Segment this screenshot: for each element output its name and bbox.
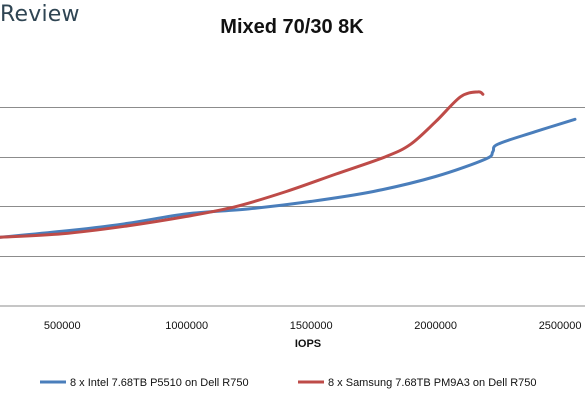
x-axis-label: IOPS	[295, 338, 321, 350]
series-lines	[0, 90, 577, 239]
series-line-intel	[0, 117, 577, 239]
series-line-samsung	[0, 90, 485, 239]
chart-title: Mixed 70/30 8K	[220, 16, 364, 38]
brand-logo-text: Review	[0, 2, 80, 27]
x-tick-label: 1500000	[290, 320, 333, 332]
x-tick-label: 1000000	[165, 320, 208, 332]
legend-label-samsung: 8 x Samsung 7.68TB PM9A3 on Dell R750	[328, 377, 537, 389]
x-tick-label: 2500000	[539, 320, 582, 332]
legend: 8 x Intel 7.68TB P5510 on Dell R750 8 x …	[40, 377, 537, 389]
gridlines	[0, 107, 585, 257]
x-tick-label: 2000000	[414, 320, 457, 332]
x-tick-label: 500000	[44, 320, 81, 332]
legend-label-intel: 8 x Intel 7.68TB P5510 on Dell R750	[70, 377, 249, 389]
x-tick-labels: 500000 1000000 1500000 2000000 2500000	[44, 320, 582, 332]
